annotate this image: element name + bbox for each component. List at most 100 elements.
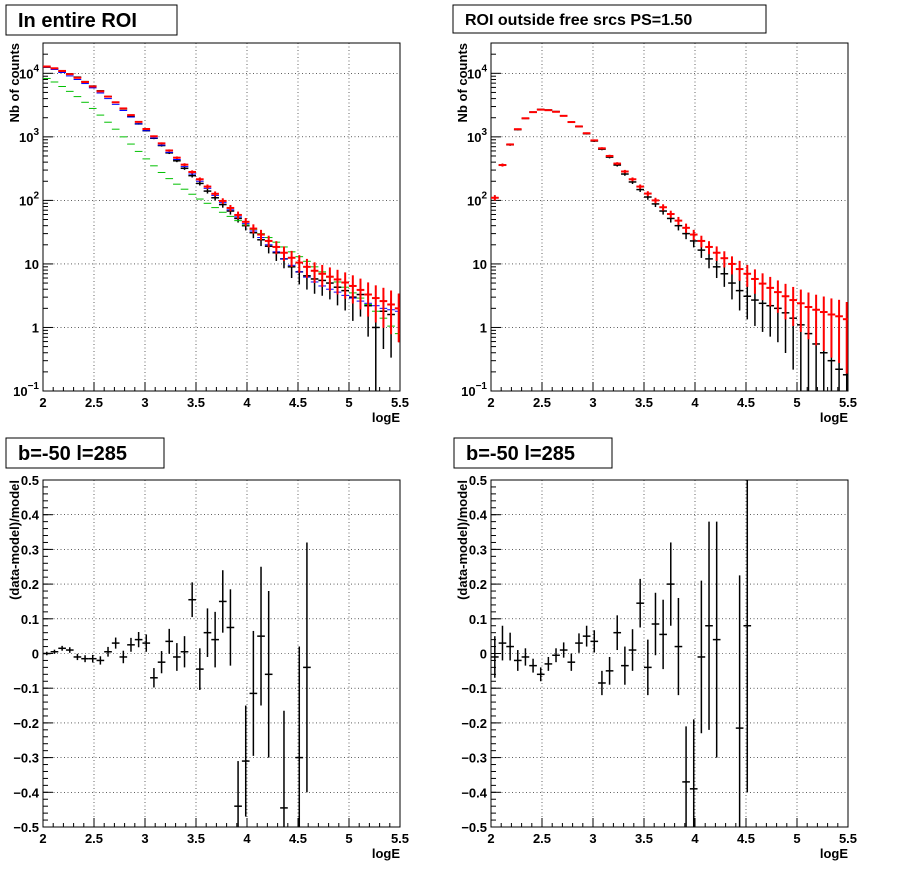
y-axis-label: (data-model)/model (455, 480, 470, 600)
x-tick-label: 5 (345, 831, 352, 846)
y-tick-label: −0.2 (13, 716, 39, 731)
x-tick-label: 3 (141, 831, 148, 846)
y-tick-label: 10−1 (13, 381, 39, 399)
x-tick-label: 2 (39, 831, 46, 846)
y-tick-label: 1 (480, 320, 487, 335)
plot-frame (42, 42, 401, 392)
y-tick-label: 0.4 (469, 508, 488, 523)
panel-top-right: 2 2.5 3 3.5 4 4.5 5 5.5 10−1 1 10 102 103 104 logE Nb o… (452, 4, 857, 425)
plot-frame (490, 42, 849, 392)
y-tick-label: 103 (19, 127, 39, 145)
chart-title: ROI outside free srcs PS=1.50 (465, 12, 692, 29)
data-layer (491, 108, 848, 391)
panel-bottom-left: 2 2.5 3 3.5 4 4.5 5 5.5 −0.5 −0.4 −0.3 −0.2 −0.1 0 0.1… (5, 437, 409, 861)
x-axis-label: logE (372, 410, 400, 425)
y-tick-label: −0.3 (461, 751, 487, 766)
y-tick-label: −0.5 (13, 820, 39, 835)
y-tick-label: 104 (19, 63, 39, 81)
x-tick-label: 3.5 (187, 395, 205, 410)
x-tick-label: 5.5 (391, 395, 409, 410)
x-tick-label: 5 (345, 395, 352, 410)
y-tick-label: −0.5 (461, 820, 487, 835)
x-tick-label: 4.5 (737, 831, 755, 846)
panel-bottom-right: 2 2.5 3 3.5 4 4.5 5 5.5 −0.5 −0.4 −0.3 −0.2 −0.1 0 0.1… (453, 437, 857, 861)
chart-title: In entire ROI (18, 10, 137, 32)
data-layer (43, 65, 400, 391)
x-tick-label: 4.5 (289, 395, 307, 410)
panel-top-left: 2 2.5 3 3.5 4 4.5 5 5.5 10−1 1 10 102 103 104 logE Nb o… (5, 4, 409, 425)
y-tick-label: −0.1 (13, 681, 39, 696)
y-tick-label: 103 (467, 127, 487, 145)
y-tick-label: 0.3 (21, 542, 39, 557)
x-tick-label: 5 (793, 831, 800, 846)
y-tick-label: 0.2 (469, 577, 487, 592)
series-1 (491, 108, 848, 374)
x-tick-label: 3.5 (635, 395, 653, 410)
y-tick-label: 10−1 (461, 381, 487, 399)
y-tick-label: 102 (19, 190, 39, 208)
y-tick-label: −0.4 (461, 785, 487, 800)
series-0 (491, 480, 752, 827)
x-tick-label: 5.5 (839, 831, 857, 846)
y-tick-label: 0.2 (21, 577, 39, 592)
y-tick-label: 10 (25, 257, 39, 272)
y-tick-label: −0.2 (461, 716, 487, 731)
x-tick-label: 3 (589, 831, 596, 846)
x-tick-label: 3 (589, 395, 596, 410)
title-box (5, 4, 178, 36)
y-tick-label: 0 (480, 647, 487, 662)
x-tick-label: 5 (793, 395, 800, 410)
x-tick-label: 5.5 (391, 831, 409, 846)
data-layer (43, 542, 311, 827)
x-tick-label: 2.5 (85, 831, 103, 846)
title-box (453, 437, 613, 469)
x-tick-label: 4 (243, 831, 251, 846)
y-tick-label: 1 (32, 320, 39, 335)
x-tick-label: 2.5 (533, 395, 551, 410)
x-tick-label: 2 (39, 395, 46, 410)
y-tick-label: 0.1 (21, 612, 39, 627)
x-tick-label: 3 (141, 395, 148, 410)
title-box (5, 437, 165, 469)
x-tick-label: 5.5 (839, 395, 857, 410)
plot-frame (490, 479, 849, 828)
x-tick-label: 2.5 (533, 831, 551, 846)
x-tick-label: 4 (243, 395, 251, 410)
y-axis-label: (data-model)/model (7, 480, 22, 600)
y-tick-label: −0.4 (13, 785, 39, 800)
series-1 (43, 66, 400, 312)
y-axis-label: Nb of counts (455, 43, 470, 122)
x-tick-label: 3.5 (635, 831, 653, 846)
x-tick-label: 2 (487, 395, 494, 410)
y-tick-label: −0.1 (461, 681, 487, 696)
series-0 (43, 542, 311, 827)
series-0 (491, 108, 848, 391)
x-tick-label: 4 (691, 831, 699, 846)
data-layer (491, 480, 752, 827)
x-axis-label: logE (820, 410, 848, 425)
x-tick-label: 4.5 (289, 831, 307, 846)
x-axis-label: logE (820, 846, 848, 861)
chart-title: b=-50 l=285 (466, 443, 575, 465)
x-tick-label: 2 (487, 831, 494, 846)
series-3 (43, 65, 400, 343)
x-tick-label: 4 (691, 395, 699, 410)
y-tick-label: 0.5 (21, 473, 39, 488)
x-axis-label: logE (372, 846, 400, 861)
y-tick-label: 10 (473, 257, 487, 272)
y-tick-label: 0.1 (469, 612, 487, 627)
y-tick-label: 0.5 (469, 473, 487, 488)
y-axis-label: Nb of counts (7, 43, 22, 122)
x-tick-label: 3.5 (187, 831, 205, 846)
x-tick-label: 2.5 (85, 395, 103, 410)
title-box (452, 4, 767, 34)
y-tick-label: 104 (467, 63, 487, 81)
y-tick-label: −0.3 (13, 751, 39, 766)
y-tick-label: 0 (32, 647, 39, 662)
x-tick-label: 4.5 (737, 395, 755, 410)
series-0 (43, 66, 400, 391)
y-tick-label: 0.3 (469, 542, 487, 557)
chart-title: b=-50 l=285 (18, 443, 127, 465)
y-tick-label: 102 (467, 190, 487, 208)
